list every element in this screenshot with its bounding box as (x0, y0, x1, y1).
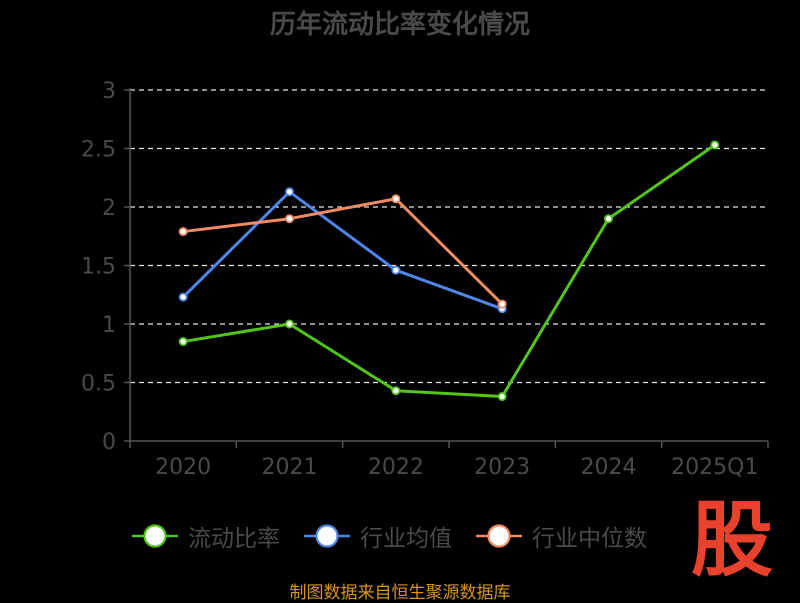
y-tick-label: 1 (102, 313, 116, 338)
series-3-point (178, 227, 188, 237)
x-tick-label: 2023 (474, 455, 530, 480)
y-tick-label: 2 (102, 196, 116, 221)
y-tick-label: 0.5 (81, 372, 116, 397)
series-2-point (178, 292, 188, 302)
legend-marker-icon (304, 524, 350, 548)
x-tick-label: 2022 (368, 455, 424, 480)
x-tick-label: 2020 (155, 455, 211, 480)
legend-label: 行业中位数 (532, 526, 647, 552)
series-1-point (391, 386, 401, 396)
series-line-3 (182, 197, 504, 306)
legend-label: 流动比率 (188, 526, 280, 552)
series-1-point (604, 214, 614, 224)
y-tick-label: 3 (102, 79, 116, 104)
y-tick-label: 1.5 (81, 255, 116, 280)
y-tick-label: 2.5 (81, 138, 116, 163)
series-3-point (497, 299, 507, 309)
legend-marker-icon (476, 524, 522, 548)
series-line-1 (182, 143, 716, 399)
series-3-point (391, 194, 401, 204)
chart-title: 历年流动比率变化情况 (269, 10, 530, 40)
x-tick-label: 2024 (581, 455, 637, 480)
x-tick-label: 2025Q1 (671, 455, 758, 480)
series-1-point (710, 140, 720, 150)
y-tick-label: 0 (102, 430, 116, 455)
series-2-point (284, 187, 294, 197)
watermark-logo: 股 (691, 493, 774, 588)
legend: 流动比率 行业均值 行业中位数 (130, 518, 669, 554)
series-1-point (178, 337, 188, 347)
legend-label: 行业均值 (360, 526, 452, 552)
legend-marker-icon (132, 524, 178, 548)
source-caption: 制图数据来自恒生聚源数据库 (289, 583, 511, 603)
x-tick-label: 2021 (262, 455, 318, 480)
series-1-point (284, 319, 294, 329)
series-1-point (497, 392, 507, 402)
series-3-point (284, 214, 294, 224)
legend-item[interactable]: 流动比率 (130, 519, 280, 553)
legend-item[interactable]: 行业均值 (302, 519, 452, 553)
series-2-point (391, 265, 401, 275)
series-line-2 (182, 190, 503, 311)
legend-item[interactable]: 行业中位数 (474, 519, 647, 553)
